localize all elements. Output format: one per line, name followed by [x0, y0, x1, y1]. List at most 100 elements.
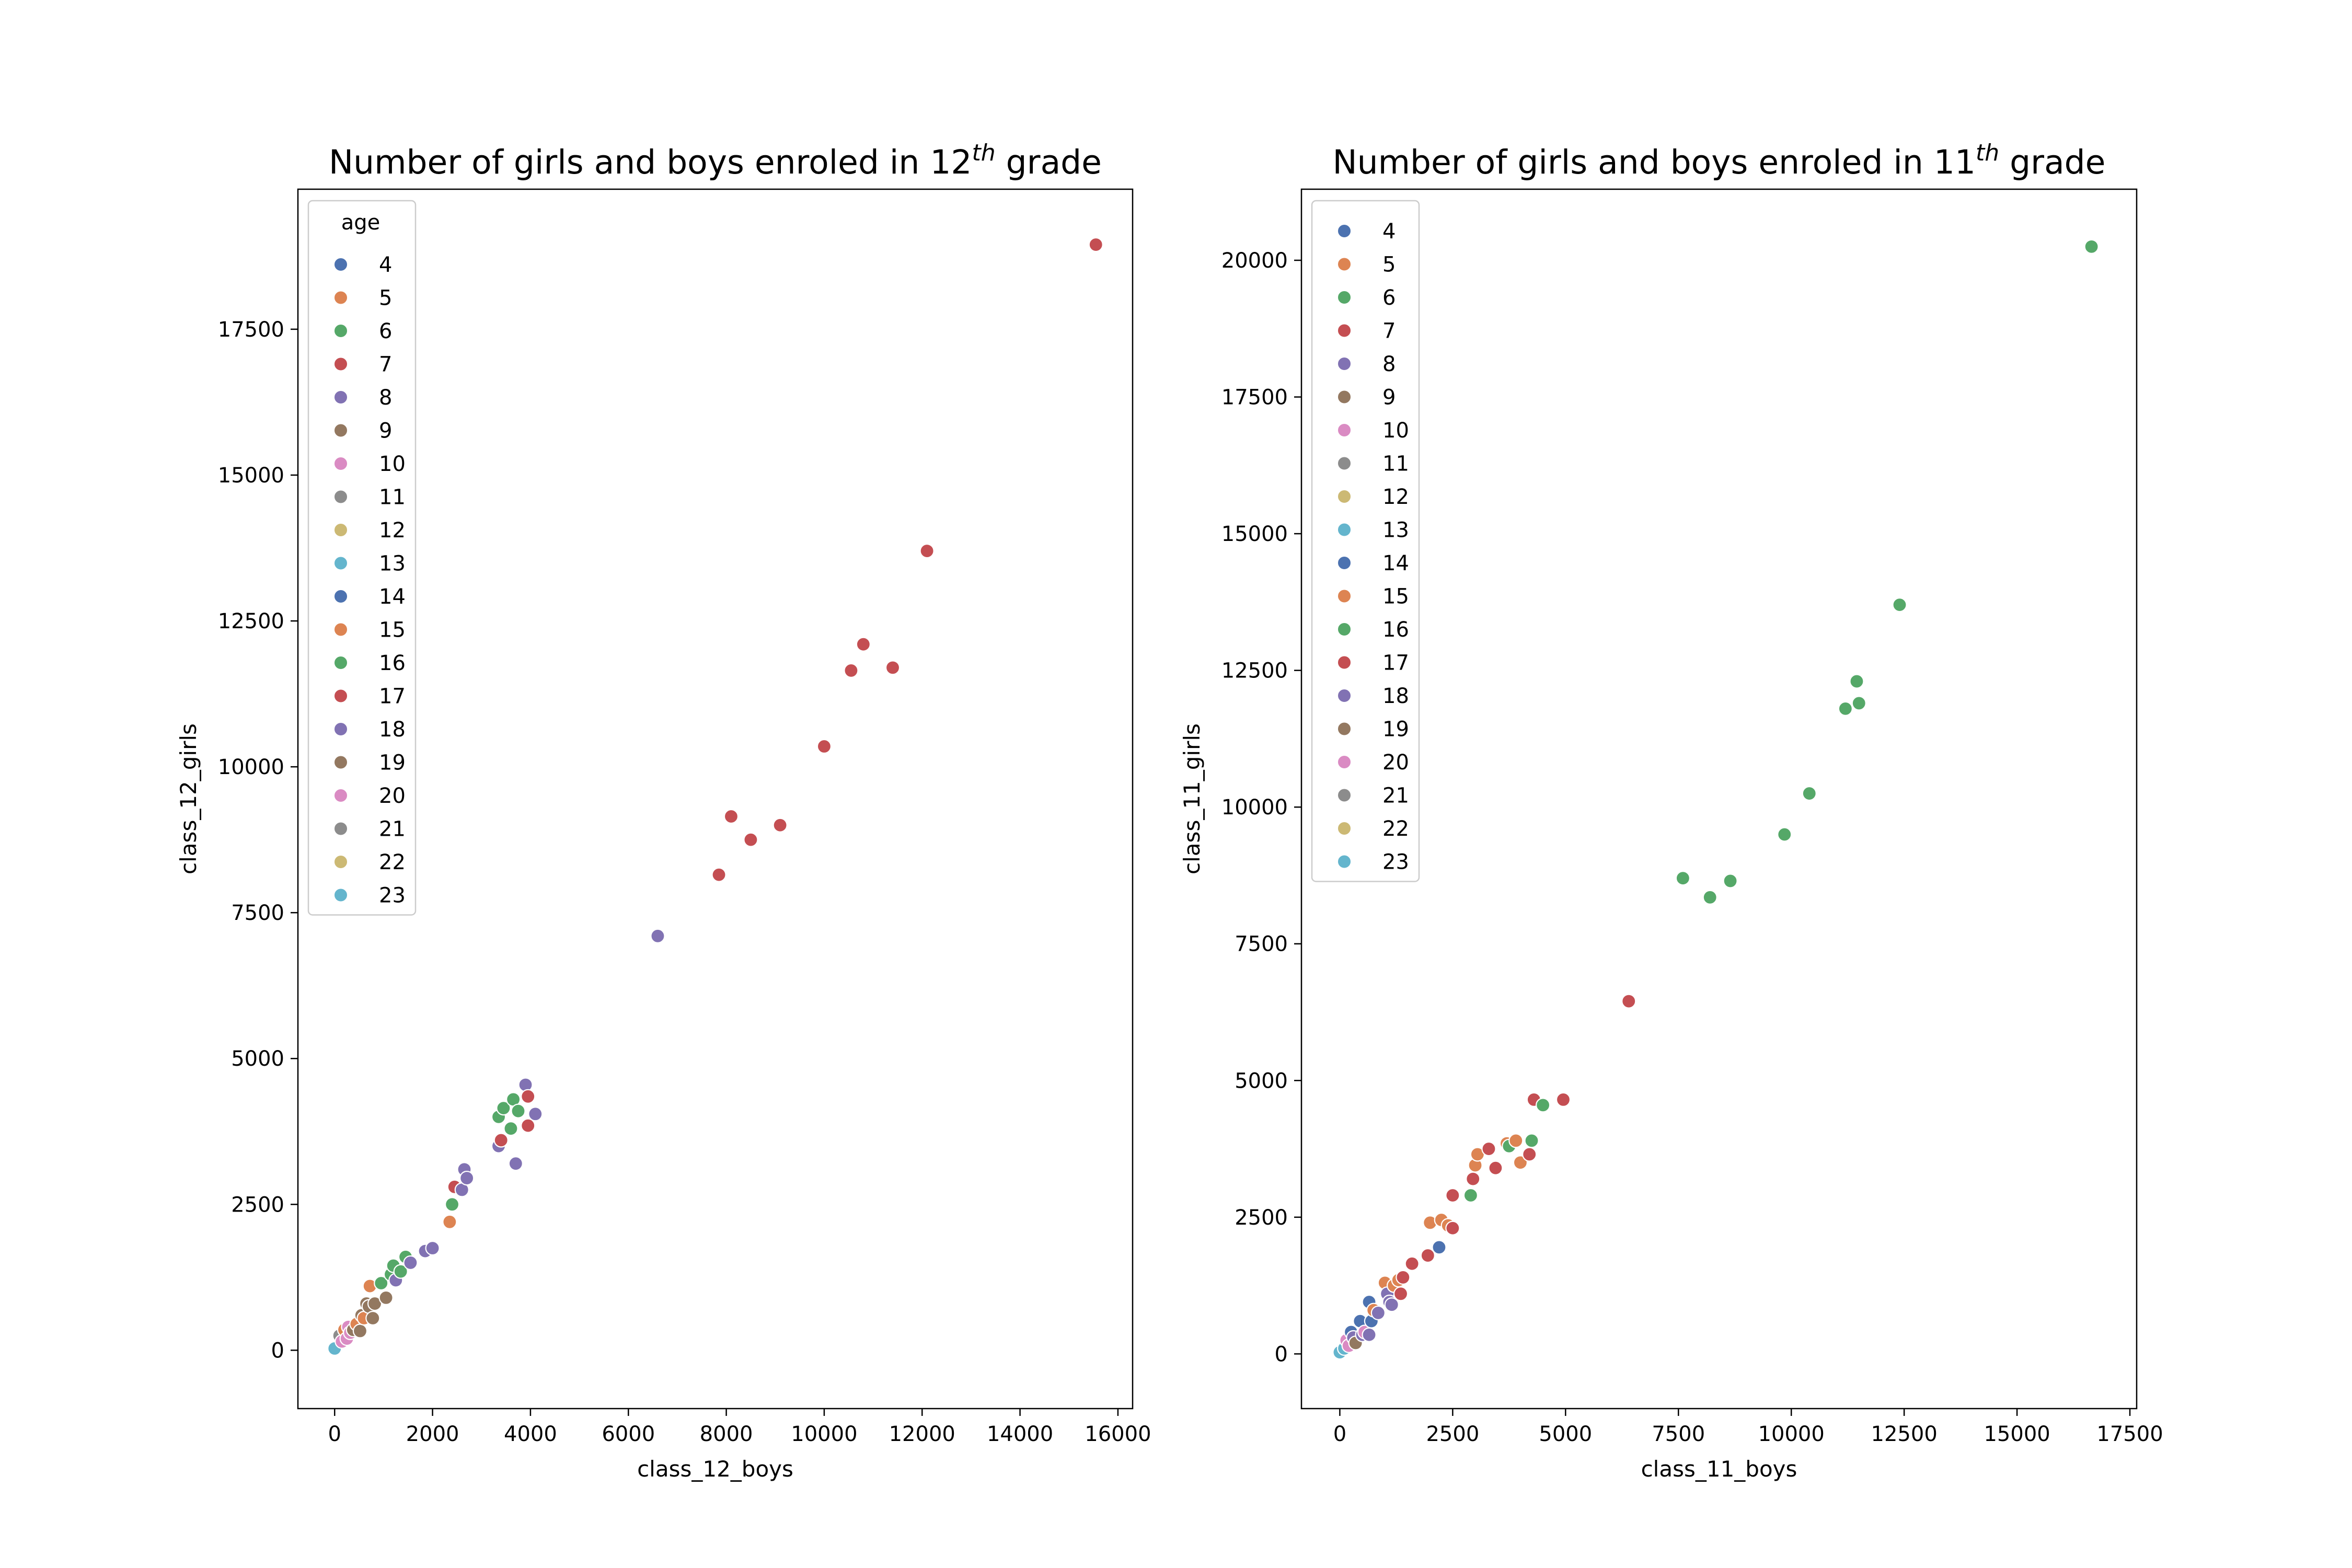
chart-title-12th: Number of girls and boys enroled in 12th…	[329, 140, 1102, 181]
legend-label: 23	[1382, 850, 1409, 874]
legend-marker	[1337, 854, 1352, 869]
y-tick-label: 15000	[218, 464, 284, 488]
legend-11th: 4 5 6 7 8 9 10 11 12 13 14 15 16 17 18 19 20 21 22 23	[1311, 200, 1420, 882]
legend-marker	[1337, 788, 1352, 803]
legend-marker	[333, 423, 348, 438]
legend-marker	[1337, 556, 1352, 570]
data-point	[1370, 1305, 1386, 1321]
data-point	[743, 832, 758, 847]
legend-label: 16	[379, 651, 406, 675]
legend-marker	[1337, 389, 1352, 405]
legend-label: 22	[1382, 817, 1409, 841]
legend-label: 15	[379, 618, 406, 642]
legend-label: 19	[379, 751, 406, 775]
legend-marker	[1337, 622, 1352, 637]
data-point	[1384, 1297, 1399, 1312]
chart-title-11th: Number of girls and boys enroled in 11th…	[1333, 140, 2106, 181]
x-ticks-11th: 0 2500 5000 7500 10000 12500 15000 17500	[1333, 1409, 2163, 1446]
data-point	[1777, 827, 1792, 842]
legend-marker	[333, 324, 348, 338]
legend-marker	[1337, 456, 1352, 471]
x-tick-label: 10000	[791, 1422, 857, 1446]
data-point	[1463, 1187, 1479, 1203]
data-point	[1849, 674, 1864, 689]
y-tick-label: 0	[1275, 1342, 1288, 1366]
legend-marker	[1337, 224, 1352, 238]
x-ticks-12th: 0 2000 4000 6000 8000 10000 12000 14000 16000	[328, 1409, 1151, 1446]
legend-marker	[333, 523, 348, 537]
data-point	[1393, 1286, 1409, 1301]
legend-marker	[333, 390, 348, 405]
data-point	[496, 1101, 511, 1116]
data-point	[1396, 1270, 1411, 1285]
y-tick-label: 7500	[231, 901, 284, 925]
y-tick-label: 17500	[218, 318, 284, 342]
legend-marker	[333, 788, 348, 803]
y-tick-label: 10000	[1221, 795, 1288, 820]
legend-label: 21	[1382, 784, 1409, 808]
y-tick-label: 10000	[218, 755, 284, 779]
data-point	[1508, 1133, 1524, 1148]
y-tick-label: 2500	[1235, 1206, 1288, 1230]
legend-marker	[1337, 688, 1352, 703]
legend-label: 8	[1382, 352, 1396, 376]
x-axis-label-12th: class_12_boys	[637, 1456, 793, 1482]
legend-label: 20	[1382, 751, 1409, 775]
legend-label: 10	[379, 452, 406, 476]
legend-label: 13	[379, 552, 406, 576]
x-tick-label: 16000	[1085, 1422, 1151, 1446]
data-point	[773, 817, 788, 833]
data-point	[1802, 786, 1817, 801]
legend-12th: age 4 5 6 7 8 9 10 11 12 13 14 15 16 17 18 19 20 21 22 23	[307, 200, 417, 916]
data-point	[1723, 873, 1738, 889]
data-point	[650, 928, 665, 943]
legend-label: 18	[379, 718, 406, 742]
plot-frame-12th	[297, 188, 1134, 1410]
data-point	[1838, 701, 1853, 716]
data-point	[1555, 1092, 1571, 1108]
x-axis-label-11th: class_11_boys	[1641, 1456, 1797, 1482]
y-ticks-11th: 0 2500 5000 7500 10000 12500 15000 17500 20000	[1221, 249, 1301, 1366]
legend-label: 9	[1382, 386, 1396, 410]
legend-label: 5	[379, 286, 392, 310]
data-point	[1851, 696, 1866, 711]
legend-label: 6	[379, 319, 392, 343]
data-point	[1362, 1327, 1377, 1342]
legend-label: 15	[1382, 585, 1409, 609]
legend-marker	[333, 887, 348, 903]
data-point	[1702, 890, 1717, 905]
data-point	[1481, 1141, 1496, 1157]
legend-label: 7	[379, 353, 392, 377]
y-tick-label: 12500	[1221, 659, 1288, 683]
x-tick-label: 2000	[406, 1422, 459, 1446]
legend-label: 14	[379, 585, 406, 609]
data-point	[1088, 237, 1103, 252]
data-point	[1675, 871, 1690, 886]
legend-marker	[1337, 522, 1352, 537]
x-tick-label: 2500	[1426, 1422, 1479, 1446]
legend-label: 11	[1382, 452, 1409, 476]
chart-12th-grade: Number of girls and boys enroled in 12th…	[176, 140, 1151, 1482]
y-tick-label: 20000	[1221, 249, 1288, 273]
x-tick-label: 4000	[504, 1422, 557, 1446]
legend-marker	[333, 622, 348, 637]
legend-label: 21	[379, 817, 406, 841]
data-point	[493, 1133, 509, 1148]
data-point	[365, 1310, 381, 1326]
x-tick-label: 12000	[889, 1422, 955, 1446]
legend-marker	[333, 589, 348, 604]
data-point	[1432, 1240, 1447, 1255]
data-point	[503, 1121, 518, 1136]
legend-marker	[333, 755, 348, 770]
data-point	[711, 867, 727, 882]
y-tick-label: 5000	[231, 1047, 284, 1071]
points-12th	[327, 237, 1103, 1356]
data-point	[352, 1323, 368, 1339]
data-point	[844, 663, 859, 678]
data-point	[816, 739, 832, 754]
legend-items-12th: 4 5 6 7 8 9 10 11 12 13 14 15 16 17 18 19 20 21 22 23	[333, 253, 406, 908]
data-point	[1445, 1187, 1460, 1203]
legend-label: 6	[1382, 286, 1396, 310]
y-tick-label: 17500	[1221, 386, 1288, 410]
y-tick-label: 5000	[1235, 1069, 1288, 1093]
